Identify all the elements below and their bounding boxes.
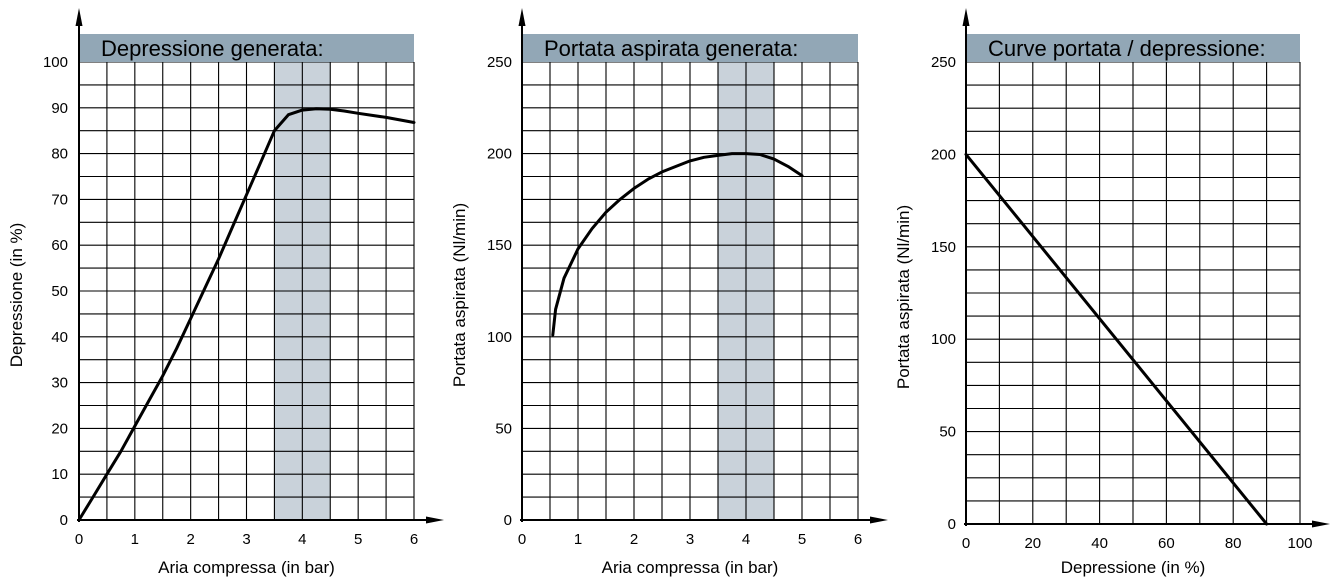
y-tick-label: 40 [51, 329, 68, 346]
chart-title: Portata aspirata generata: [544, 36, 798, 61]
y-tick-label: 0 [60, 512, 68, 529]
y-tick-label: 0 [948, 516, 956, 533]
y-tick-label: 150 [487, 237, 512, 254]
y-tick-label: 50 [939, 424, 956, 441]
x-axis-arrow [1312, 520, 1330, 528]
x-axis-arrow [426, 516, 444, 524]
x-tick-label: 5 [354, 531, 362, 548]
y-tick-label: 100 [43, 54, 68, 71]
y-tick-label: 80 [51, 146, 68, 163]
title-band [79, 34, 414, 62]
y-tick-label: 100 [487, 329, 512, 346]
y-axis-label: Portata aspirata (Nl/min) [450, 203, 469, 387]
y-tick-label: 10 [51, 466, 68, 483]
x-tick-label: 80 [1225, 535, 1242, 552]
series-line [77, 107, 416, 522]
y-tick-label: 90 [51, 100, 68, 117]
x-tick-label: 3 [242, 531, 250, 548]
x-axis-label: Aria compressa (in bar) [602, 558, 779, 577]
chart-depressione: Depressione generata:0102030405060708090… [7, 8, 444, 577]
x-tick-label: 60 [1158, 535, 1175, 552]
x-tick-label: 6 [410, 531, 418, 548]
y-tick-label: 70 [51, 191, 68, 208]
x-tick-label: 3 [686, 531, 694, 548]
y-tick-label: 200 [931, 146, 956, 163]
y-axis-arrow [962, 8, 970, 26]
series-line [964, 152, 1269, 526]
x-tick-label: 0 [518, 531, 526, 548]
title-band [522, 34, 858, 62]
x-tick-label: 4 [298, 531, 306, 548]
chart-portata: Portata aspirata generata:05010015020025… [450, 8, 888, 577]
y-tick-label: 0 [504, 512, 512, 529]
y-tick-label: 250 [931, 54, 956, 71]
x-tick-label: 100 [1287, 535, 1312, 552]
x-tick-label: 4 [742, 531, 750, 548]
x-tick-label: 20 [1024, 535, 1041, 552]
x-axis-label: Depressione (in %) [1061, 558, 1206, 577]
y-axis-label: Portata aspirata (Nl/min) [894, 205, 913, 389]
y-axis-arrow [518, 8, 526, 26]
y-tick-label: 50 [51, 283, 68, 300]
y-tick-label: 200 [487, 146, 512, 163]
x-tick-label: 2 [186, 531, 194, 548]
x-tick-label: 1 [131, 531, 139, 548]
x-axis-arrow [870, 516, 888, 524]
x-tick-label: 6 [854, 531, 862, 548]
y-tick-label: 250 [487, 54, 512, 71]
x-tick-label: 0 [962, 535, 970, 552]
chart-curve: Curve portata / depressione:050100150200… [894, 8, 1330, 577]
title-band [966, 34, 1300, 62]
y-tick-label: 100 [931, 331, 956, 348]
y-tick-label: 30 [51, 375, 68, 392]
y-tick-label: 150 [931, 239, 956, 256]
chart-title: Curve portata / depressione: [988, 36, 1266, 61]
y-axis-label: Depressione (in %) [7, 223, 26, 368]
x-tick-label: 0 [75, 531, 83, 548]
chart-title: Depressione generata: [101, 36, 324, 61]
x-tick-label: 40 [1091, 535, 1108, 552]
y-axis-arrow [75, 8, 83, 26]
x-tick-label: 1 [574, 531, 582, 548]
y-tick-label: 20 [51, 420, 68, 437]
y-tick-label: 50 [495, 420, 512, 437]
series-line [551, 152, 804, 337]
y-tick-label: 60 [51, 237, 68, 254]
x-tick-label: 2 [630, 531, 638, 548]
x-tick-label: 5 [798, 531, 806, 548]
x-axis-label: Aria compressa (in bar) [158, 558, 335, 577]
